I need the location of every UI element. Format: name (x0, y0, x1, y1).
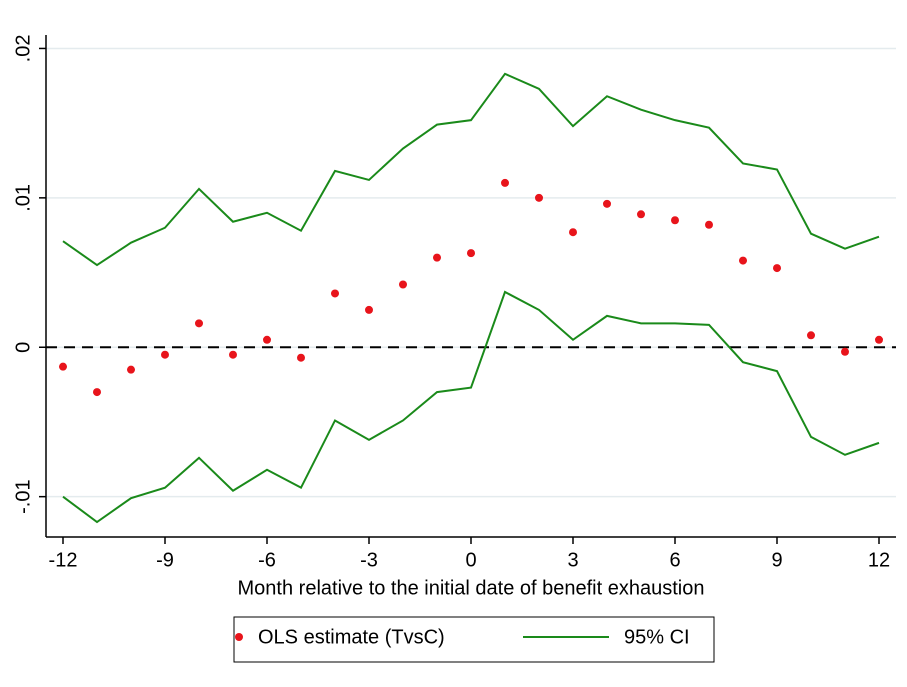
x-tick-label: -12 (49, 549, 78, 571)
point (365, 305, 373, 314)
point (841, 347, 849, 356)
x-tick-label: 6 (669, 549, 680, 571)
point (875, 335, 883, 344)
x-tick-label: 0 (465, 549, 476, 571)
x-tick-label: 9 (771, 549, 782, 571)
point (161, 350, 169, 359)
point (501, 178, 509, 187)
point (263, 335, 271, 344)
x-tick-label: 3 (567, 549, 578, 571)
point (705, 220, 713, 229)
point (93, 388, 101, 397)
legend-marker (235, 633, 243, 641)
point (195, 319, 203, 328)
x-tick-label: 12 (868, 549, 890, 571)
y-tick-label: .01 (12, 184, 34, 212)
point (807, 331, 815, 340)
point (229, 350, 237, 359)
point (59, 362, 67, 371)
point (603, 199, 611, 208)
point (399, 280, 407, 289)
point (773, 264, 781, 273)
ci-line (62, 290, 880, 524)
legend-box (233, 616, 715, 663)
y-tick-label: -.01 (12, 479, 34, 513)
point (297, 353, 305, 362)
y-tick-label: 0 (12, 342, 34, 353)
point (467, 249, 475, 258)
point (671, 216, 679, 225)
legend-label: 95% CI (624, 626, 690, 648)
point (637, 210, 645, 219)
point (331, 289, 339, 298)
point (569, 228, 577, 237)
point (127, 365, 135, 374)
x-tick-label: -6 (258, 549, 276, 571)
point (433, 253, 441, 262)
point (739, 256, 747, 265)
point (535, 193, 543, 202)
ci-line (62, 72, 880, 267)
x-axis-label: Month relative to the initial date of be… (238, 577, 705, 599)
legend-label: OLS estimate (TvsC) (258, 626, 445, 648)
x-tick-label: -3 (360, 549, 378, 571)
x-tick-label: -9 (156, 549, 174, 571)
y-tick-label: .02 (12, 35, 34, 63)
